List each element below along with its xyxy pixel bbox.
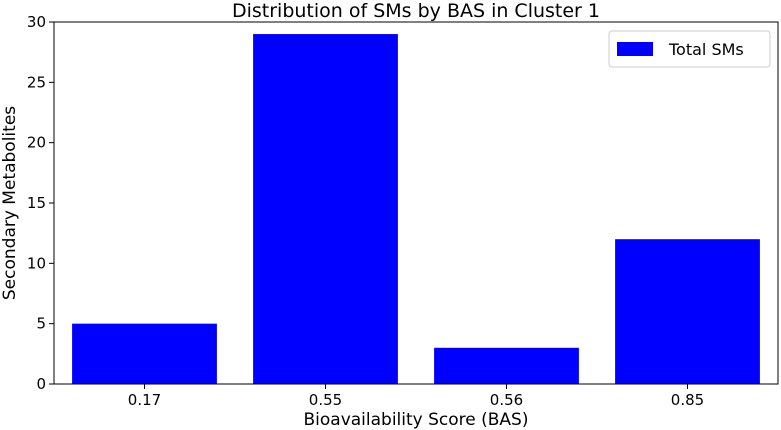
y-tick-label: 25	[27, 73, 46, 91]
y-tick-label: 15	[27, 194, 46, 212]
bar	[615, 239, 760, 384]
bar	[72, 323, 217, 384]
y-tick-label: 10	[27, 254, 46, 272]
plot-frame	[53, 21, 779, 385]
legend: Total SMs	[608, 30, 771, 68]
y-axis-label: Secondary Metabolites	[0, 106, 20, 300]
legend-box	[608, 30, 771, 68]
bar	[253, 34, 398, 385]
y-tick-label: 30	[27, 13, 46, 31]
y-tick-label: 5	[36, 315, 46, 333]
chart-title: Distribution of SMs by BAS in Cluster 1	[232, 0, 600, 22]
bar	[434, 347, 579, 384]
x-axis-label: Bioavailability Score (BAS)	[303, 410, 528, 430]
y-tick-label: 20	[27, 134, 46, 152]
legend-label: Total SMs	[668, 40, 744, 59]
x-tick-label: 0.56	[490, 391, 523, 409]
x-tick-label: 0.17	[128, 391, 161, 409]
x-tick-label: 0.55	[309, 391, 342, 409]
x-tick-label: 0.85	[671, 391, 704, 409]
y-tick-label: 0	[36, 375, 46, 393]
legend-swatch	[617, 42, 653, 56]
plot-area: 0.17 0.55 0.56 0.85 0 5 10 15 20 25 30	[27, 13, 779, 409]
